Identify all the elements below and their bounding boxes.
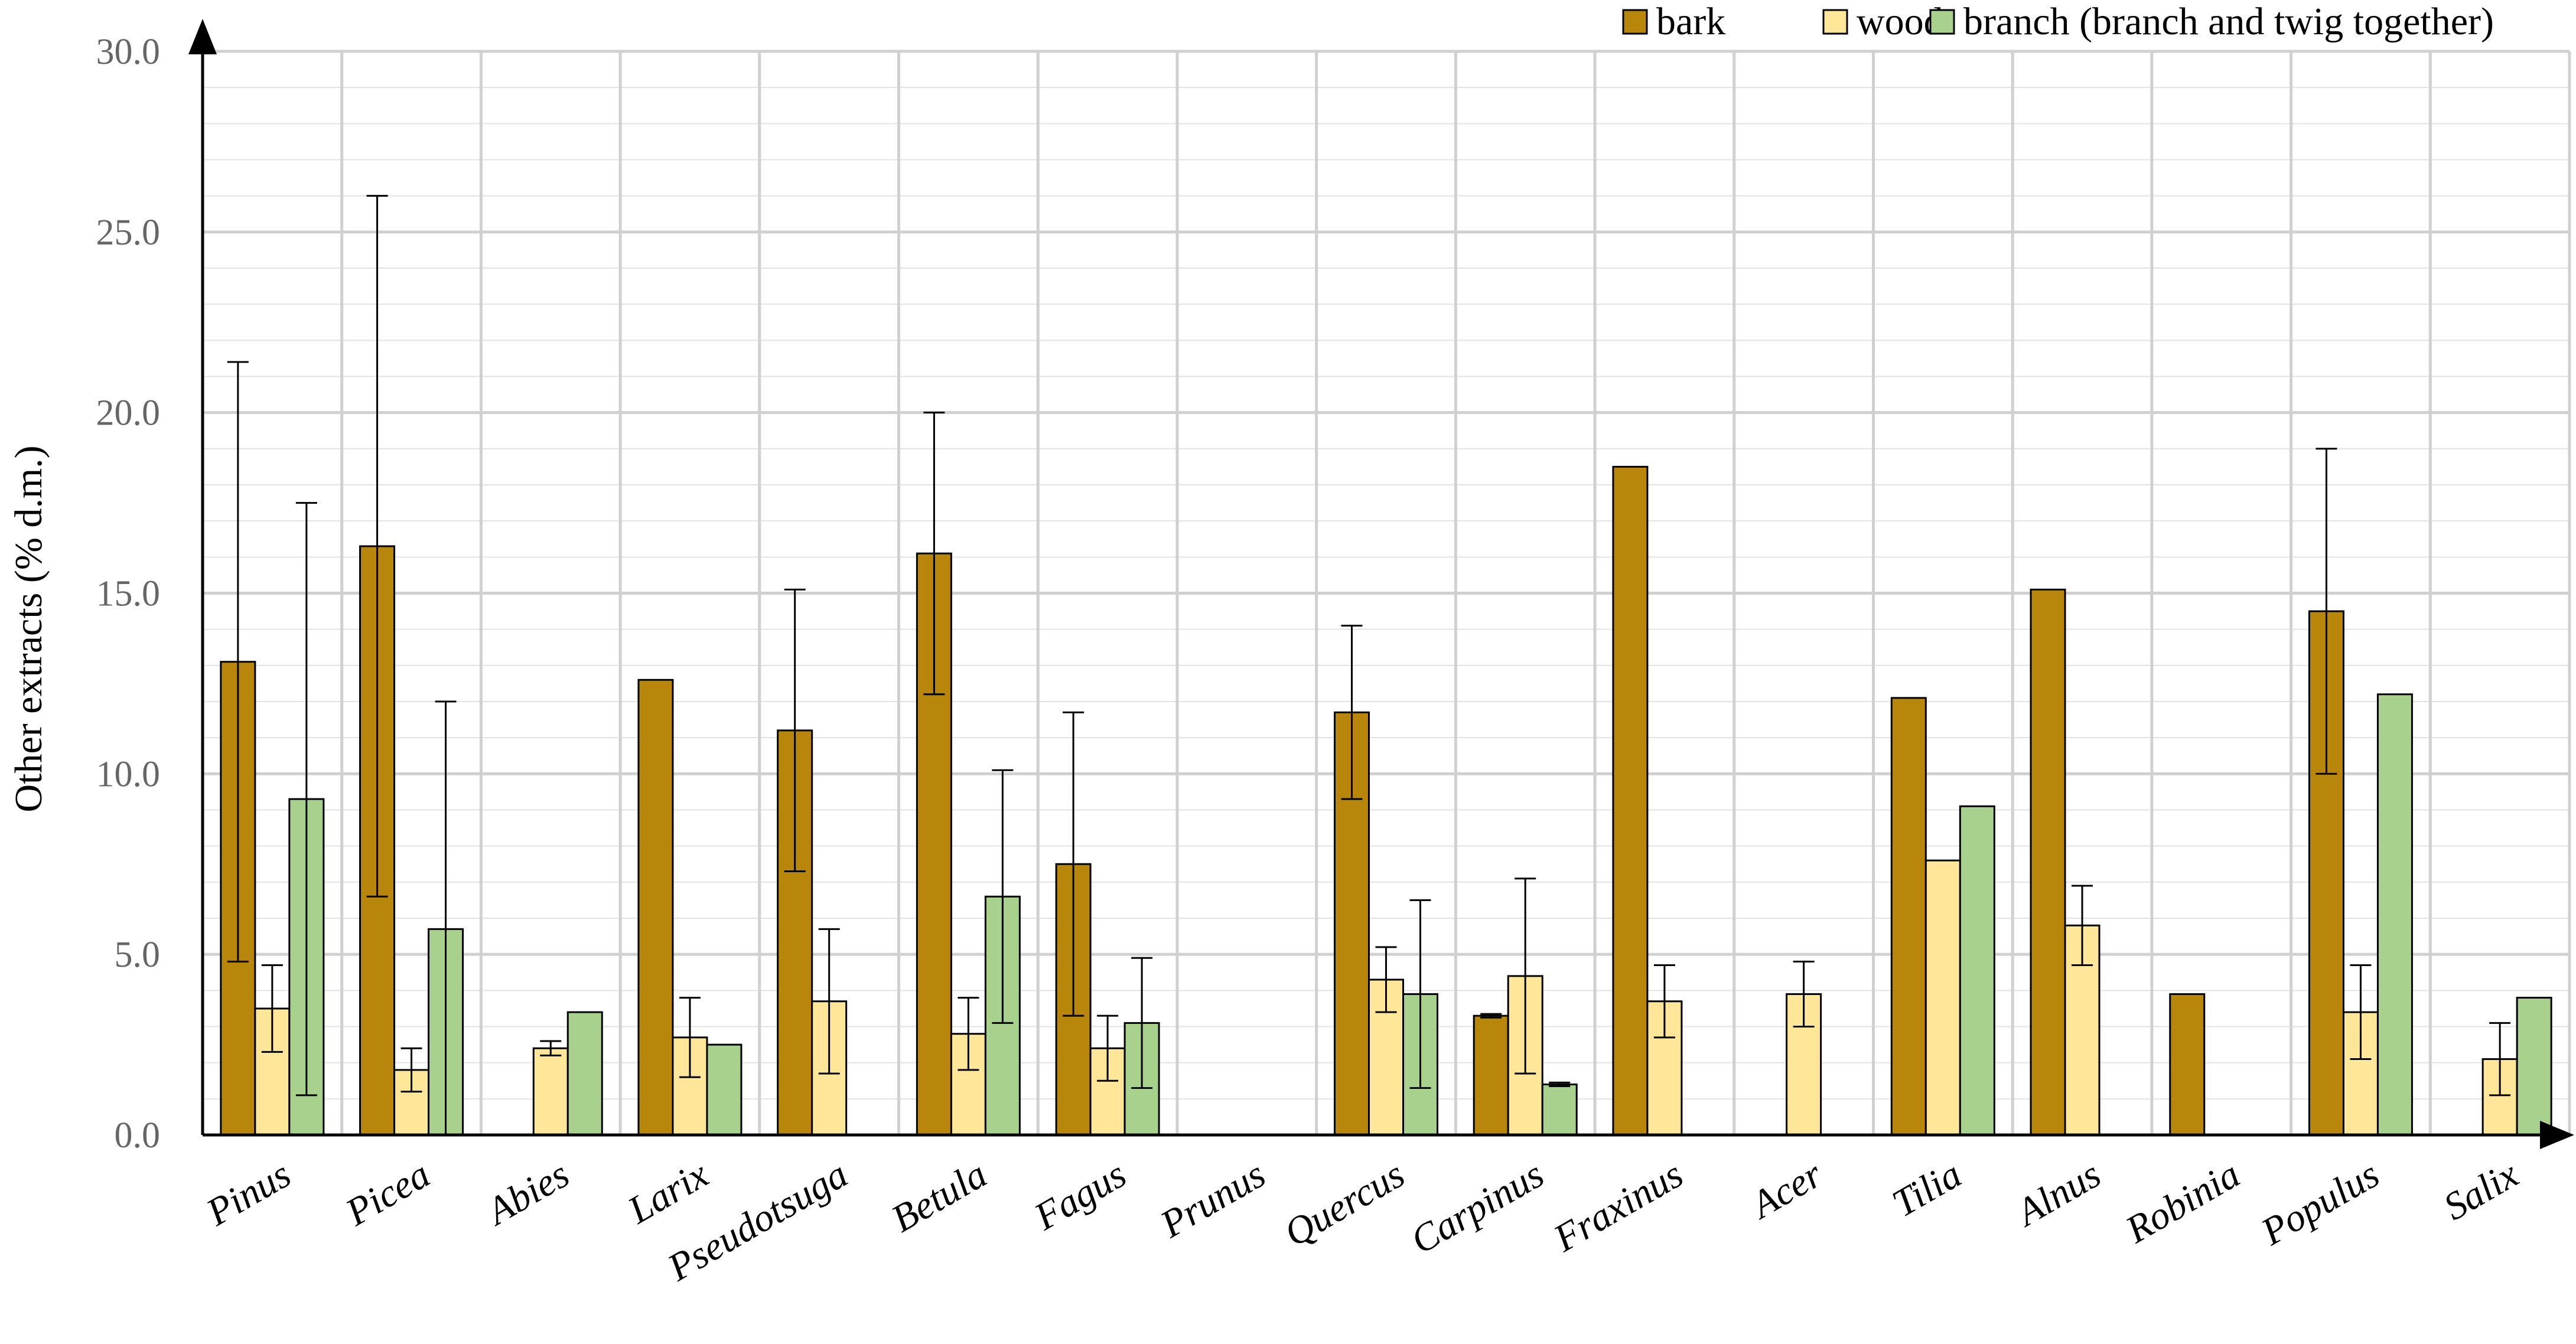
legend-item-wood: wood (1822, 0, 1943, 43)
legend-item-bark: bark (1622, 0, 1725, 43)
error-bar-wood-acer (1793, 960, 1815, 1027)
category-label-betula: Betula (884, 1153, 994, 1241)
y-tick-label: 10.0 (96, 754, 161, 794)
error-bar-bark-pseudotsuga (784, 588, 806, 872)
category-label-salix: Salix (2437, 1153, 2526, 1229)
y-axis-arrow-icon (188, 19, 217, 54)
y-axis-title: Other extracts (% d.m.) (7, 445, 50, 812)
legend-swatch (1622, 9, 1648, 35)
legend-label: wood (1857, 0, 1943, 43)
y-tick-label: 20.0 (96, 393, 161, 433)
category-label-robinia: Robinia (2118, 1153, 2247, 1252)
error-bar-wood-fagus (1097, 1014, 1119, 1082)
bar-bark-alnus (2030, 588, 2066, 1136)
y-tick-label: 30.0 (96, 32, 161, 72)
error-bar-wood-salix (2489, 1022, 2511, 1097)
bar-branch-populus (2376, 693, 2413, 1136)
category-label-populus: Populus (2253, 1153, 2386, 1254)
category-label-prunus: Prunus (1153, 1153, 1273, 1247)
error-bar-branch-quercus (1409, 899, 1431, 1089)
bar-bark-tilia (1890, 697, 1927, 1136)
error-bar-wood-larix (679, 997, 701, 1078)
legend-swatch (1822, 9, 1848, 35)
x-axis-arrow-icon (2540, 1121, 2574, 1149)
category-label-abies: Abies (478, 1153, 577, 1235)
category-label-larix: Larix (620, 1153, 715, 1232)
y-tick-label: 5.0 (115, 935, 161, 975)
bar-bark-larix (637, 678, 674, 1136)
legend-swatch (1929, 9, 1955, 35)
error-bar-bark-fagus (1063, 711, 1085, 1017)
bar-wood-tilia (1924, 859, 1961, 1136)
error-bar-wood-picea (400, 1047, 422, 1093)
error-bar-wood-betula (958, 997, 979, 1071)
bar-branch-abies (566, 1011, 603, 1136)
category-label-tilia: Tilia (1885, 1153, 1968, 1226)
category-label-acer: Acer (1742, 1153, 1829, 1228)
bar-bark-carpinus (1473, 1014, 1509, 1136)
error-bar-wood-carpinus (1515, 877, 1536, 1075)
error-bar-branch-pinus (295, 502, 317, 1097)
error-bar-bark-betula (923, 412, 945, 696)
error-bar-wood-pseudotsuga (818, 928, 840, 1075)
legend-label: branch (branch and twig together) (1963, 0, 2494, 43)
error-bar-bark-carpinus (1480, 1013, 1502, 1019)
bar-branch-tilia (1959, 805, 1995, 1136)
error-bar-wood-abies (540, 1040, 562, 1056)
y-tick-labels: 0.0 5.0 10.0 15.0 20.0 25.0 30.0 (96, 32, 161, 1156)
error-bar-branch-carpinus (1549, 1081, 1571, 1087)
bar-branch-salix (2516, 997, 2552, 1136)
error-bar-wood-pinus (261, 964, 283, 1053)
bars (220, 465, 2552, 1136)
category-label-fraxinus: Fraxinus (1546, 1153, 1691, 1261)
error-bar-bark-picea (366, 195, 388, 898)
error-bar-bark-pinus (227, 361, 249, 963)
error-bar-wood-alnus (2072, 885, 2093, 967)
legend-label: bark (1656, 0, 1725, 43)
y-tick-label: 0.0 (115, 1115, 161, 1156)
error-bar-bark-quercus (1341, 625, 1363, 800)
error-bars (227, 195, 2511, 1136)
error-bar-wood-quercus (1375, 946, 1397, 1013)
error-bar-bark-populus (2316, 448, 2337, 775)
category-label-carpinus: Carpinus (1403, 1153, 1551, 1263)
bar-branch-carpinus (1541, 1083, 1578, 1136)
bar-bark-robinia (2169, 993, 2206, 1136)
bar-branch-larix (706, 1043, 742, 1136)
legend-item-branch: branch (branch and twig together) (1929, 0, 2494, 43)
bar-wood-abies (532, 1047, 569, 1136)
category-label-pinus: Pinus (199, 1153, 298, 1235)
axes (188, 19, 2574, 1149)
bar-bark-fraxinus (1612, 465, 1649, 1136)
y-tick-label: 25.0 (96, 213, 161, 253)
category-label-fagus: Fagus (1027, 1153, 1133, 1239)
error-bar-branch-fagus (1131, 957, 1153, 1089)
error-bar-wood-populus (2350, 964, 2372, 1061)
y-tick-label: 15.0 (96, 574, 161, 614)
error-bar-wood-fraxinus (1653, 964, 1675, 1039)
category-label-alnus: Alnus (2007, 1153, 2108, 1235)
category-label-quercus: Quercus (1277, 1153, 1412, 1255)
legend: bark wood branch (branch and twig together… (1622, 0, 2494, 43)
error-bar-branch-betula (992, 769, 1014, 1024)
category-label-picea: Picea (338, 1153, 437, 1235)
